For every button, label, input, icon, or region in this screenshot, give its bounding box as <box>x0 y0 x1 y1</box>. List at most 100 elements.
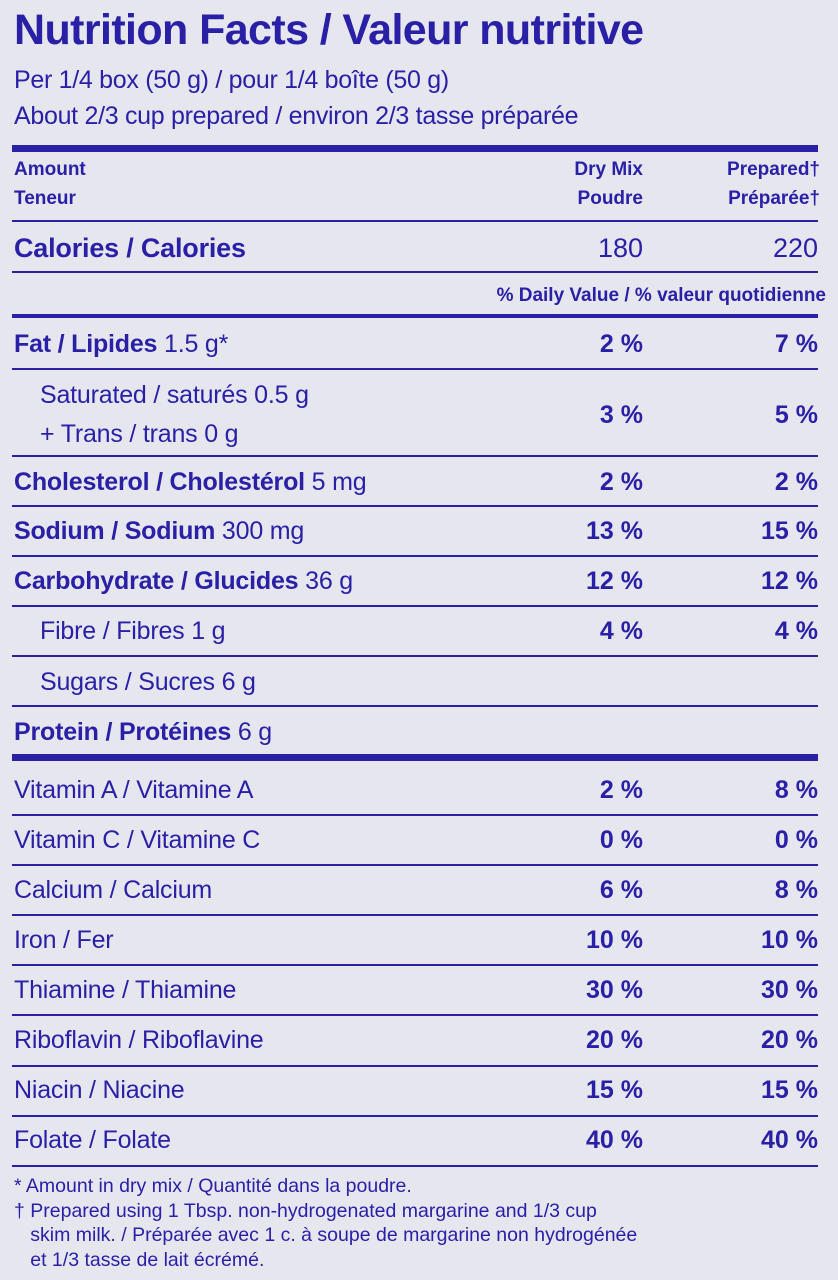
divider <box>12 914 818 917</box>
vitamin-row: Thiamine / Thiamine 30 % 30 % <box>0 972 838 1008</box>
daily-value-dry: 30 % <box>586 975 643 1004</box>
daily-value-dry: 20 % <box>586 1026 643 1054</box>
daily-value-dry: 2 % <box>599 467 643 496</box>
divider <box>12 1014 818 1017</box>
label-title: Nutrition Facts / Valeur nutritive <box>14 6 644 54</box>
daily-value-dry: 6 % <box>599 875 643 904</box>
divider <box>12 455 818 457</box>
divider <box>12 555 818 557</box>
nutrient-row: Fibre / Fibres 1 g 4 % 4 % <box>0 613 838 649</box>
vitamin-row: Calcium / Calcium 6 % 8 % <box>0 872 838 908</box>
nutrient-amount: 1.5 g* <box>157 329 229 358</box>
vitamin-row: Vitamin A / Vitamine A 2 % 8 % <box>0 772 838 808</box>
daily-value-prepared: 15 % <box>761 1076 818 1105</box>
daily-value-prepared: 12 % <box>761 566 818 595</box>
header-dry-mix-en: Dry Mix <box>574 159 643 180</box>
daily-value-prepared: 20 % <box>761 1026 818 1054</box>
divider <box>12 864 818 867</box>
daily-value-prepared: 8 % <box>774 875 818 904</box>
nutrient-name: Cholesterol / Cholestérol 5 mg <box>14 467 367 497</box>
calories-dry: 180 <box>597 232 643 263</box>
nutrient-amount: Sugars / Sucres 6 g <box>40 667 256 696</box>
nutrient-name: Saturated / saturés 0.5 g + Trans / trans… <box>40 376 309 454</box>
nutrient-name: Fat / Lipides 1.5 g* <box>14 330 228 359</box>
daily-value-dry: 40 % <box>586 1126 643 1155</box>
divider <box>12 814 818 816</box>
thick-divider <box>12 145 818 152</box>
vitamin-name: Niacin / Niacine <box>14 1076 185 1105</box>
nutrient-amount: 5 mg <box>304 467 367 496</box>
nutrient-label: Sodium / Sodium <box>14 516 216 545</box>
daily-value-prepared: 0 % <box>774 825 818 854</box>
daily-value-dry: 12 % <box>586 566 643 595</box>
divider <box>12 705 818 707</box>
nutrient-label: Protein / Protéines <box>14 717 232 746</box>
daily-value-dry: 3 % <box>599 400 643 429</box>
divider <box>12 605 818 607</box>
calories-row: Calories / Calories 180 220 <box>0 230 838 266</box>
nutrient-name: Carbohydrate / Glucides 36 g <box>14 567 353 596</box>
nutrient-amount-trans: + Trans / trans 0 g <box>40 420 239 448</box>
nutrient-label: Fat / Lipides <box>14 329 158 358</box>
thick-divider <box>12 754 818 761</box>
header-prepared-fr: Préparée† <box>728 188 820 209</box>
vitamin-name: Vitamin C / Vitamine C <box>14 825 261 854</box>
nutrient-row: Cholesterol / Cholestérol 5 mg 2 % 2 % <box>0 464 838 500</box>
nutrient-label: Carbohydrate / Glucides <box>14 566 299 595</box>
divider <box>12 964 818 967</box>
daily-value-prepared: 15 % <box>761 516 818 545</box>
nutrient-amount: 300 mg <box>215 516 305 545</box>
nutrient-row: Sodium / Sodium 300 mg 13 % 15 % <box>0 513 838 549</box>
nutrient-row: Protein / Protéines 6 g <box>0 714 838 750</box>
nutrient-label: Cholesterol / Cholestérol <box>14 467 305 496</box>
daily-value-dry: 2 % <box>599 329 643 358</box>
divider <box>12 1114 818 1117</box>
daily-value-heading: % Daily Value / % valeur quotidienne <box>496 285 826 306</box>
calories-prepared: 220 <box>772 232 818 263</box>
daily-value-prepared: 40 % <box>761 1126 818 1155</box>
nutrient-amount: 36 g <box>298 566 353 595</box>
nutrient-amount: 6 g <box>231 717 272 746</box>
daily-value-dry: 13 % <box>586 516 643 545</box>
vitamin-name: Iron / Fer <box>14 925 114 954</box>
header-amount-en: Amount <box>14 159 86 180</box>
vitamin-name: Calcium / Calcium <box>14 875 213 904</box>
nutrient-amount: Fibre / Fibres 1 g <box>40 616 226 645</box>
daily-value-dry: 2 % <box>599 775 643 804</box>
divider <box>12 220 818 222</box>
daily-value-prepared: 30 % <box>761 975 818 1004</box>
vitamin-name: Riboflavin / Riboflavine <box>14 1026 264 1054</box>
vitamin-row: Folate / Folate 40 % 40 % <box>0 1123 838 1159</box>
daily-value-prepared: 4 % <box>774 616 818 645</box>
daily-value-dry: 4 % <box>599 616 643 645</box>
nutrient-row: Fat / Lipides 1.5 g* 2 % 7 % <box>0 326 838 362</box>
nutrient-name: Fibre / Fibres 1 g <box>40 616 226 646</box>
divider <box>12 505 818 507</box>
header-prepared-en: Prepared† <box>727 159 820 180</box>
vitamin-row: Riboflavin / Riboflavine 20 % 20 % <box>0 1023 838 1059</box>
footnote-line: skim milk. / Préparée avec 1 c. à soupe … <box>14 1224 638 1246</box>
header-dry-mix-fr: Poudre <box>577 188 643 209</box>
divider <box>12 271 818 273</box>
divider <box>12 1064 818 1067</box>
calories-label: Calories / Calories <box>14 232 246 263</box>
prepared-serving: About 2/3 cup prepared / environ 2/3 tas… <box>14 102 579 130</box>
vitamin-row: Iron / Fer 10 % 10 % <box>0 922 838 958</box>
serving-size: Per 1/4 box (50 g) / pour 1/4 boîte (50 … <box>14 66 449 94</box>
divider <box>12 655 818 657</box>
header-amount-fr: Teneur <box>14 188 76 209</box>
divider <box>12 1164 818 1167</box>
nutrient-row: Sugars / Sucres 6 g <box>0 664 838 700</box>
nutrient-row: Saturated / saturés 0.5 g + Trans / trans… <box>0 376 838 454</box>
footnote-line: † Prepared using 1 Tbsp. non-hydrogenate… <box>14 1199 597 1222</box>
vitamin-name: Vitamin A / Vitamine A <box>14 775 254 804</box>
vitamin-name: Thiamine / Thiamine <box>14 975 237 1004</box>
footnote-line: * Amount in dry mix / Quantité dans la p… <box>14 1175 412 1197</box>
nutrient-amount: Saturated / saturés 0.5 g <box>40 381 309 409</box>
daily-value-prepared: 8 % <box>774 775 818 804</box>
divider-medium <box>12 314 818 318</box>
vitamin-row: Niacin / Niacine 15 % 15 % <box>0 1073 838 1109</box>
daily-value-prepared: 5 % <box>774 400 818 429</box>
divider <box>12 368 818 370</box>
vitamin-name: Folate / Folate <box>14 1126 171 1155</box>
